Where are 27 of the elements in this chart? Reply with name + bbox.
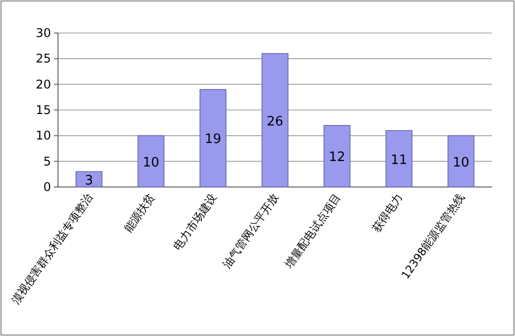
bar: [262, 53, 288, 188]
bar: [138, 135, 164, 188]
x-tick-label: 漠视侵害群众利益专项整治: [9, 191, 96, 307]
bar: [448, 135, 474, 188]
x-tick-label: 获得电力: [370, 191, 406, 235]
y-tick-label: 10: [36, 128, 51, 143]
y-tick-label: 20: [36, 77, 51, 92]
y-tick-label: 5: [43, 154, 51, 168]
x-tick-label: 油气管网公平开放: [220, 191, 282, 271]
x-tick-label: 增量配电试点项目: [282, 191, 344, 272]
bar: [324, 125, 350, 188]
y-tick-label: 25: [36, 52, 51, 66]
y-tick-label: 15: [36, 103, 51, 117]
data-label: 26: [266, 114, 284, 130]
data-label: 11: [390, 152, 408, 168]
data-label: 12: [328, 150, 346, 166]
y-tick-label: 30: [36, 26, 51, 40]
bar: [76, 171, 102, 188]
y-tick-label: 0: [43, 180, 51, 194]
data-label: 19: [204, 132, 222, 148]
x-tick-label: 能源扶贫: [122, 191, 158, 235]
data-label: 10: [452, 155, 470, 170]
bar: [200, 89, 226, 188]
bar: [386, 130, 412, 188]
data-label: 10: [142, 155, 160, 170]
data-label: 3: [84, 173, 94, 188]
x-tick-label: 电力市场建设: [170, 191, 220, 253]
